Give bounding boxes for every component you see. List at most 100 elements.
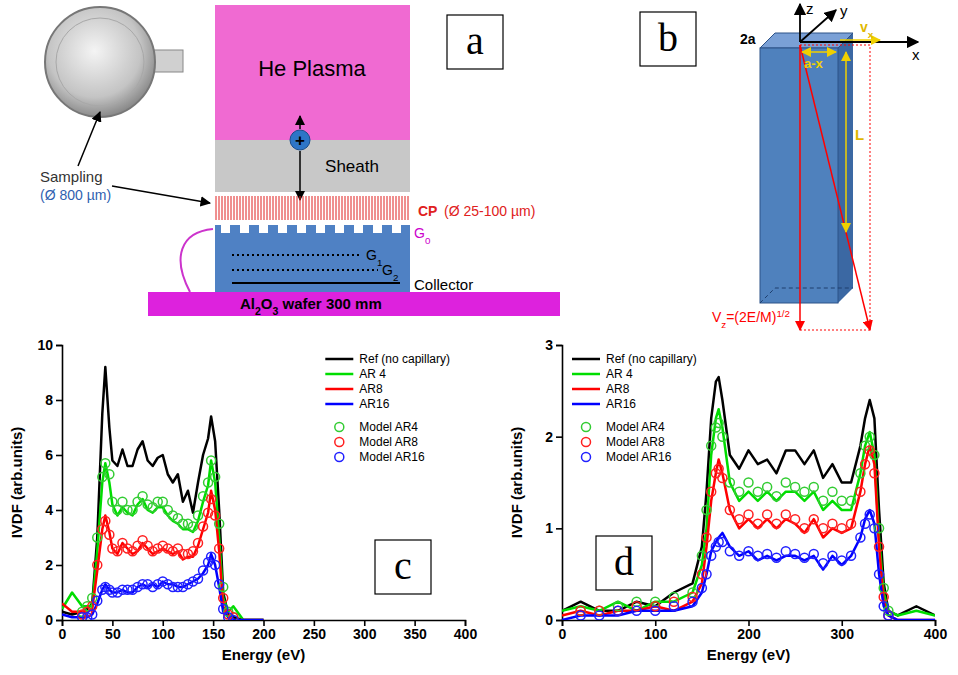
capillary [276, 196, 277, 220]
capillary [312, 196, 313, 220]
series-marker [772, 519, 781, 528]
series-marker [856, 533, 865, 542]
x-tick: 400 [454, 620, 478, 642]
length-arrow [845, 52, 847, 232]
legend-swatch [572, 388, 600, 391]
legend-label: Model AR8 [606, 435, 665, 449]
chart-d: 01002003004000123Energy (eV)IVDF (arb.un… [508, 337, 947, 663]
plasma [215, 5, 410, 140]
series-marker [143, 541, 152, 550]
series-marker [718, 473, 727, 482]
capillary [228, 196, 229, 220]
y-axis: 0123 [545, 337, 562, 628]
text-part: Al [240, 295, 255, 312]
y-tick-label: 6 [45, 447, 53, 463]
legend-swatch [335, 423, 344, 432]
capillary [357, 196, 358, 220]
series-line [62, 461, 264, 621]
series-marker [133, 541, 142, 550]
series-marker [613, 606, 622, 615]
chart-c: 0501001502002503003504000246810Energy (e… [8, 337, 477, 663]
capillary [336, 196, 337, 220]
vx-label: vx [860, 19, 874, 40]
series-marker [93, 561, 102, 570]
text-part: O [261, 295, 273, 312]
x-tick: 350 [403, 620, 427, 642]
series-marker [763, 483, 772, 492]
legend-swatch [335, 438, 344, 447]
sampling-hole [354, 225, 363, 233]
legend-swatch [572, 358, 600, 361]
series-marker [753, 487, 762, 496]
x-axis: 050100150200250300350400 [59, 620, 478, 642]
panel-letter: b [658, 15, 678, 60]
text-part: 1/2 [776, 308, 790, 319]
capillary [273, 196, 274, 220]
ion [290, 130, 310, 150]
capillary [270, 196, 271, 220]
sampling-hole [259, 225, 268, 233]
series-marker [875, 570, 884, 579]
capillary [294, 196, 295, 220]
series-marker [138, 536, 147, 545]
capillary [354, 196, 355, 220]
series-marker [735, 551, 744, 560]
series-marker [809, 515, 818, 524]
series-marker [194, 539, 203, 548]
x-tick: 300 [831, 620, 855, 642]
legend-label: Ref (no capillary) [359, 352, 450, 366]
y-tick-mark [56, 620, 62, 622]
series-marker [735, 487, 744, 496]
y-tick-mark [56, 400, 62, 402]
y-axis-title: IVDF (arb.units) [508, 427, 525, 539]
series-marker [707, 441, 716, 450]
ion-arrow-up [299, 116, 301, 129]
series-marker [809, 550, 818, 559]
panel-letter-box [447, 15, 503, 69]
capillary [318, 196, 319, 220]
legend-label: Model AR8 [359, 435, 418, 449]
x-tick-label: 350 [403, 626, 427, 642]
trajectory [800, 45, 870, 330]
capillary [315, 196, 316, 220]
capillary-hidden-edge [760, 288, 853, 303]
g2-label: G2 [382, 262, 398, 283]
series-marker [88, 610, 97, 619]
series-line [562, 510, 935, 620]
y-tick: 6 [45, 447, 62, 463]
text-part: G [366, 247, 377, 263]
series-marker [753, 519, 762, 528]
y-label: y [840, 2, 848, 19]
panel-letter: a [466, 18, 484, 63]
legend-swatch [325, 373, 353, 376]
capillary [339, 196, 340, 220]
series-marker [879, 602, 888, 611]
series-marker [702, 533, 711, 542]
sampling-arrow-photo [78, 112, 100, 166]
series-marker [229, 616, 238, 621]
text-part: x [868, 29, 874, 40]
sampling-hole [240, 225, 249, 233]
series-marker [725, 506, 734, 515]
ion-arrow-down [299, 151, 301, 200]
series-line [562, 409, 935, 615]
text-part: v [860, 19, 868, 35]
capillary [402, 196, 403, 220]
capillary [282, 196, 283, 220]
series-marker [576, 611, 585, 620]
legend-label: AR16 [359, 397, 389, 411]
y-tick: 2 [545, 429, 562, 445]
y-tick-label: 2 [545, 429, 553, 445]
series-marker [875, 542, 884, 551]
legend-swatch [572, 403, 600, 406]
series-marker [819, 559, 828, 568]
y-tick-mark [56, 510, 62, 512]
series-marker [128, 506, 137, 515]
series-marker [800, 553, 809, 562]
x-tick-label: 50 [105, 626, 121, 642]
y-tick: 4 [45, 502, 62, 518]
y-tick-label: 10 [37, 337, 53, 353]
plasma-label: He Plasma [258, 56, 366, 81]
series-marker [781, 478, 790, 487]
series-marker [613, 606, 622, 615]
